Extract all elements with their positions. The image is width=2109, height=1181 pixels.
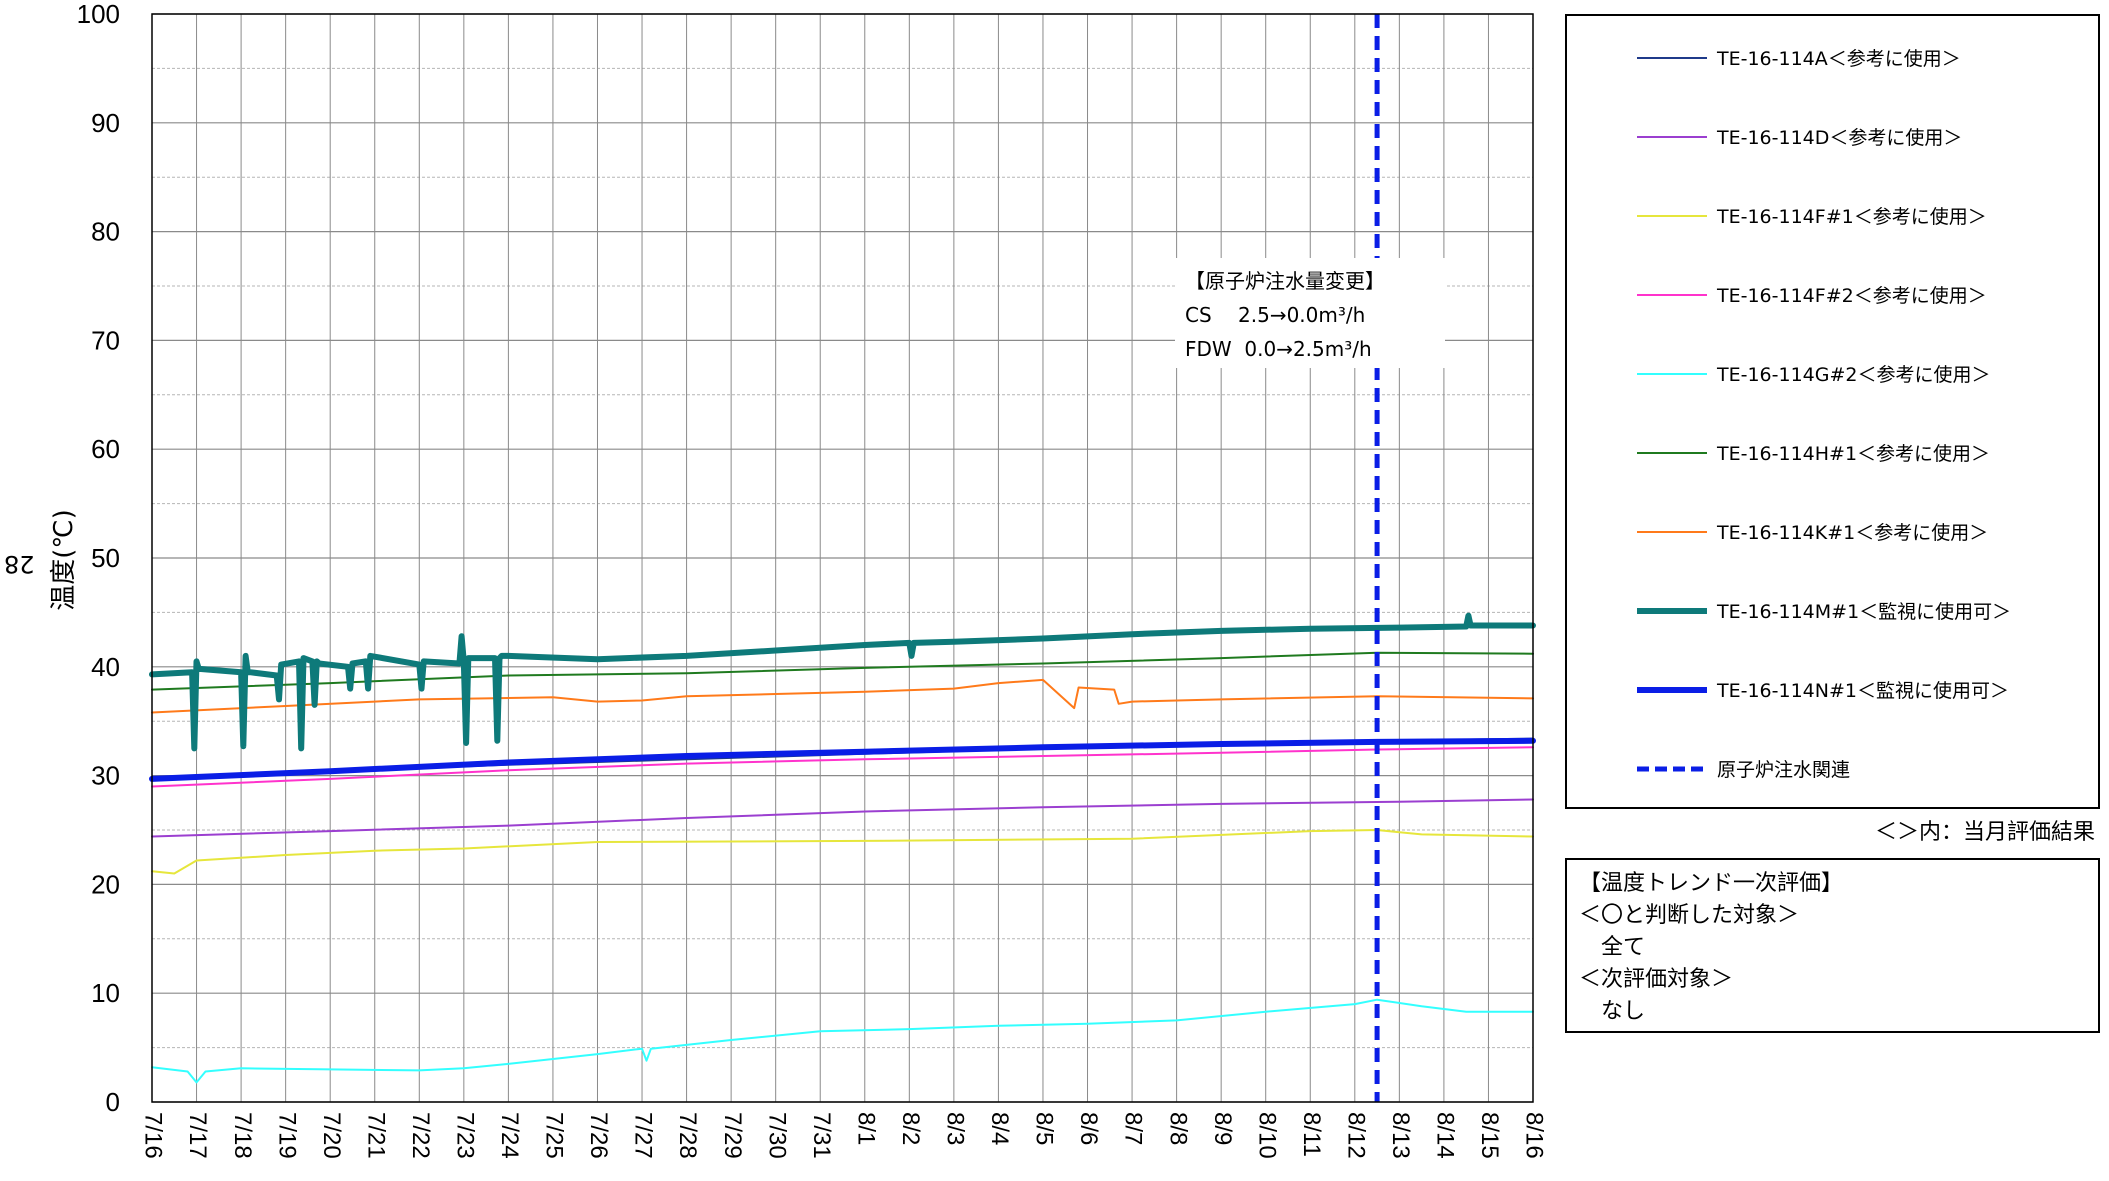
page-number: 28 [4, 550, 35, 578]
y-tick-label: 80 [91, 217, 120, 247]
x-tick-label: 8/6 [1075, 1112, 1102, 1145]
x-tick-label: 7/31 [808, 1112, 835, 1159]
evaluation-line: なし [1579, 996, 2086, 1028]
x-tick-label: 8/3 [942, 1112, 969, 1145]
legend-label: TE-16-114H#1＜参考に使用＞ [1716, 443, 1990, 465]
y-tick-label: 10 [91, 978, 120, 1008]
annotation-cs: CS 2.5→0.0m³/h [1185, 298, 1435, 332]
x-tick-label: 7/18 [229, 1112, 256, 1159]
legend-label: TE-16-114M#1＜監視に使用可＞ [1716, 601, 2011, 623]
y-tick-label: 40 [91, 652, 120, 682]
x-tick-label: 8/5 [1031, 1112, 1058, 1145]
legend-label: TE-16-114K#1＜参考に使用＞ [1716, 522, 1988, 544]
x-tick-label: 7/30 [763, 1112, 790, 1159]
x-tick-label: 8/2 [897, 1112, 924, 1145]
y-tick-label: 30 [91, 761, 120, 791]
x-tick-label: 7/23 [451, 1112, 478, 1159]
y-tick-label: 90 [91, 108, 120, 138]
legend-label: TE-16-114D＜参考に使用＞ [1716, 127, 1962, 149]
x-tick-label: 7/16 [140, 1112, 167, 1159]
x-tick-label: 7/26 [585, 1112, 612, 1159]
legend-entries: TE-16-114A＜参考に使用＞ TE-16-114D＜参考に使用＞ TE-16-… [1567, 16, 2098, 807]
legend-label: TE-16-114F#1＜参考に使用＞ [1716, 206, 1987, 228]
x-tick-label: 7/25 [541, 1112, 568, 1159]
y-tick-label: 50 [91, 543, 120, 573]
y-tick-label: 0 [106, 1087, 120, 1117]
evaluation-line: 全て [1579, 932, 2086, 964]
y-tick-label: 60 [91, 434, 120, 464]
x-tick-label: 7/17 [184, 1112, 211, 1159]
x-tick-label: 7/20 [318, 1112, 345, 1159]
x-tick-label: 8/11 [1298, 1112, 1325, 1157]
x-tick-label: 8/16 [1521, 1112, 1548, 1159]
x-tick-label: 7/22 [407, 1112, 434, 1159]
evaluation-line: ＜〇と判断した対象＞ [1579, 900, 2086, 932]
legend-label: 原子炉注水関連 [1717, 759, 1850, 781]
injection-change-annotation: 【原子炉注水量変更】 CS 2.5→0.0m³/h FDW 0.0→2.5m³/… [1175, 258, 1445, 368]
x-tick-label: 8/12 [1342, 1112, 1369, 1159]
x-tick-label: 7/21 [362, 1112, 389, 1159]
y-tick-label: 100 [77, 0, 120, 29]
legend: TE-16-114A＜参考に使用＞ TE-16-114D＜参考に使用＞ TE-16-… [1565, 14, 2100, 809]
x-tick-label: 8/7 [1120, 1112, 1147, 1145]
x-tick-label: 7/19 [273, 1112, 300, 1159]
y-tick-label: 20 [91, 869, 120, 899]
x-tick-label: 7/27 [630, 1112, 657, 1159]
annotation-fdw: FDW 0.0→2.5m³/h [1185, 332, 1435, 366]
annotation-title: 【原子炉注水量変更】 [1185, 264, 1435, 298]
evaluation-title: 【温度トレンド一次評価】 [1579, 868, 2086, 900]
evaluation-line: ＜次評価対象＞ [1579, 964, 2086, 996]
evaluation-box: 【温度トレンド一次評価】 ＜〇と判断した対象＞ 全て ＜次評価対象＞ なし [1565, 858, 2100, 1033]
legend-note: ＜＞内：当月評価結果 [1565, 814, 2095, 846]
x-tick-label: 8/15 [1476, 1112, 1503, 1159]
y-tick-label: 70 [91, 325, 120, 355]
legend-label: TE-16-114G#2＜参考に使用＞ [1716, 364, 1991, 386]
x-tick-label: 8/1 [852, 1112, 879, 1145]
x-tick-label: 8/8 [1164, 1112, 1191, 1145]
x-tick-label: 8/4 [986, 1112, 1013, 1145]
legend-label: TE-16-114A＜参考に使用＞ [1716, 48, 1961, 70]
x-tick-label: 8/10 [1253, 1112, 1280, 1159]
x-tick-label: 8/14 [1432, 1112, 1459, 1159]
x-tick-label: 7/24 [496, 1112, 523, 1159]
x-tick-label: 7/28 [674, 1112, 701, 1159]
x-tick-label: 8/13 [1387, 1112, 1414, 1159]
x-tick-label: 7/29 [719, 1112, 746, 1159]
legend-label: TE-16-114F#2＜参考に使用＞ [1716, 285, 1987, 307]
legend-label: TE-16-114N#1＜監視に使用可＞ [1716, 680, 2009, 702]
x-tick-label: 8/9 [1209, 1112, 1236, 1145]
y-axis-label: 温度(℃) [49, 509, 79, 611]
